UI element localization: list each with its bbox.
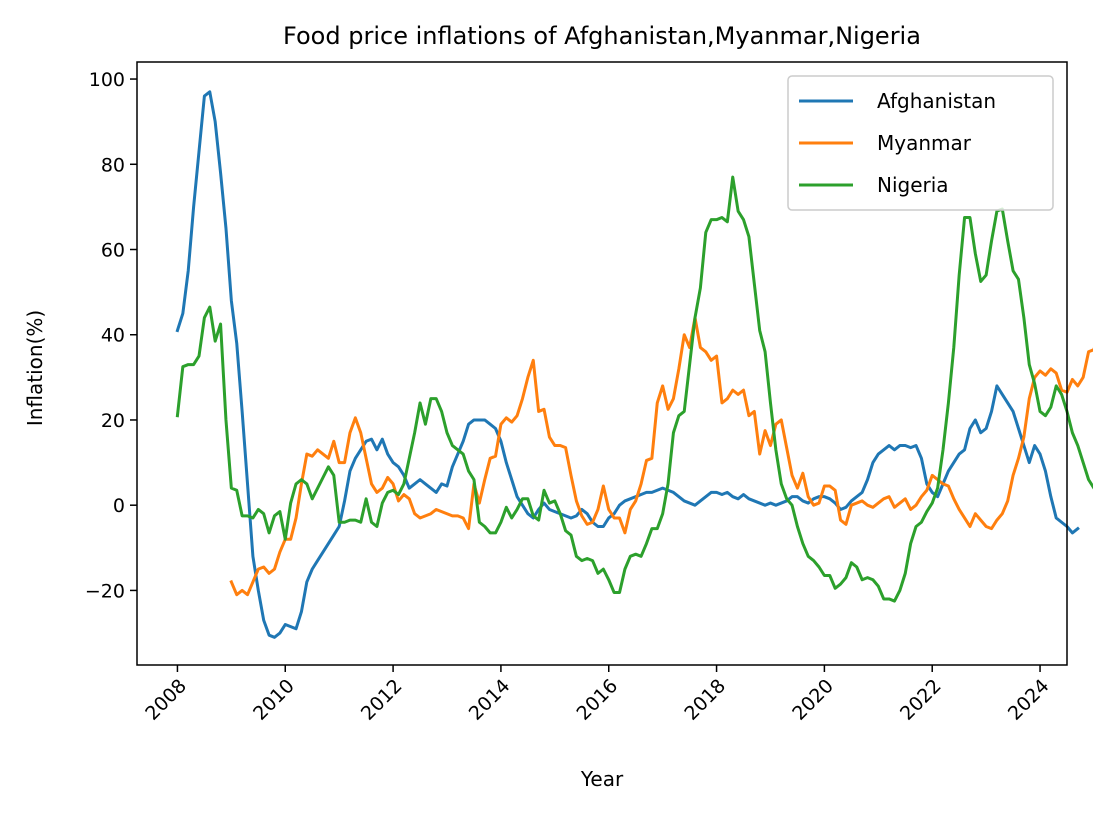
legend-label-nigeria: Nigeria: [877, 173, 949, 197]
y-tick-label: 0: [113, 495, 125, 517]
x-axis-label: Year: [580, 767, 624, 791]
chart-title: Food price inflations of Afghanistan,Mya…: [283, 22, 921, 50]
y-tick-label: −20: [85, 580, 125, 602]
plot-frame: [136, 61, 1068, 666]
legend-box: [787, 75, 1054, 211]
y-tick-label: 60: [101, 240, 125, 262]
legend: Afghanistan Myanmar Nigeria: [787, 75, 1054, 211]
y-tick-label: 100: [89, 69, 125, 91]
legend-label-myanmar: Myanmar: [877, 131, 972, 155]
y-axis-label: Inflation(%): [23, 310, 47, 426]
series-layer: [175, 90, 1093, 639]
y-tick-label: 20: [101, 410, 125, 432]
series-line-nigeria: [175, 175, 1093, 603]
y-tick-label: 40: [101, 325, 125, 347]
legend-label-afghanistan: Afghanistan: [877, 89, 996, 113]
y-tick-label: 80: [101, 154, 125, 176]
